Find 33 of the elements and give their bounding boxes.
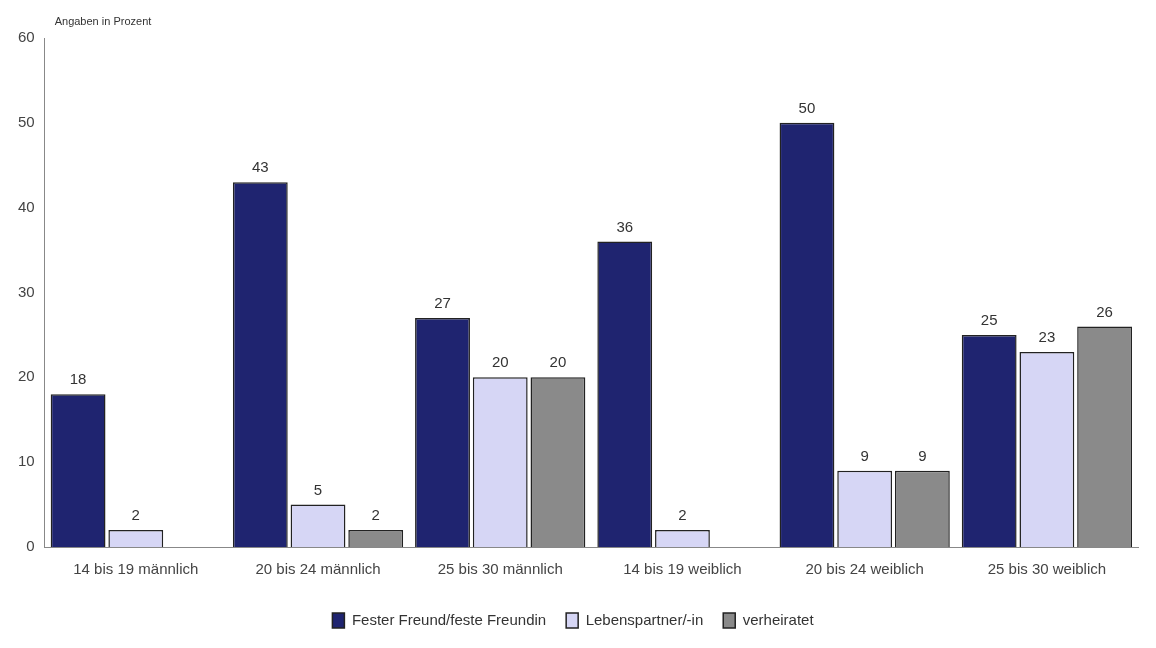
x-tick-label: 25 bis 30 männlich xyxy=(437,560,563,578)
data-label: 18 xyxy=(69,370,87,388)
y-tick-label: 20 xyxy=(18,367,35,385)
data-label: 25 xyxy=(980,311,998,329)
y-tick-label: 60 xyxy=(18,28,35,46)
x-tick-label: 20 bis 24 weiblich xyxy=(805,560,924,578)
data-label: 43 xyxy=(251,158,269,176)
data-label: 20 xyxy=(549,353,567,371)
legend-label: verheiratet xyxy=(742,610,815,628)
y-tick-label: 40 xyxy=(18,197,35,215)
data-label: 26 xyxy=(1096,302,1113,320)
x-tick-label: 25 bis 30 weiblich xyxy=(987,560,1107,578)
data-label: 2 xyxy=(131,506,140,524)
data-label: 36 xyxy=(616,217,634,235)
data-label: 50 xyxy=(798,98,816,116)
data-label: 23 xyxy=(1038,328,1056,346)
legend-label: Fester Freund/feste Freundin xyxy=(351,610,547,628)
data-label: 9 xyxy=(918,446,927,464)
x-tick-label: 14 bis 19 männlich xyxy=(73,560,199,578)
data-label: 9 xyxy=(860,446,869,464)
x-tick-label: 14 bis 19 weiblich xyxy=(623,560,742,578)
data-label: 20 xyxy=(491,353,509,371)
x-tick-label: 20 bis 24 männlich xyxy=(255,560,381,578)
data-label: 5 xyxy=(313,480,323,498)
y-axis-title: Angaben in Prozent xyxy=(54,15,152,28)
y-tick-label: 0 xyxy=(26,537,35,555)
y-tick-label: 10 xyxy=(18,452,35,470)
data-label: 2 xyxy=(371,506,380,524)
y-tick-label: 30 xyxy=(18,282,35,300)
data-label: 2 xyxy=(678,506,687,524)
y-tick-label: 50 xyxy=(18,112,35,130)
data-label: 27 xyxy=(434,294,451,312)
legend-label: Lebenspartner/-in xyxy=(585,610,704,628)
